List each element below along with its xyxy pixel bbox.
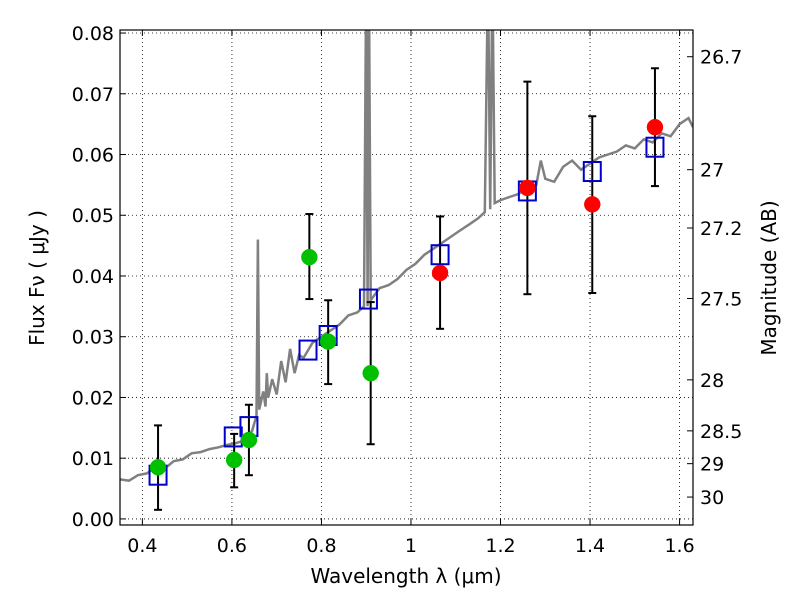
- x-tick-label: 0.6: [217, 535, 247, 557]
- magnitude-tick-label: 30: [700, 487, 724, 509]
- magnitude-tick-label: 29: [700, 454, 724, 476]
- green-data-point: [225, 451, 243, 469]
- green-data-point: [240, 431, 258, 449]
- magnitude-tick-label: 28: [700, 370, 724, 392]
- x-tick-label: 0.4: [127, 535, 157, 557]
- magnitude-tick-label: 26.7: [700, 47, 742, 69]
- y-tick-label: 0.07: [72, 84, 114, 106]
- y-tick-label: 0.04: [72, 266, 114, 288]
- y-tick-label: 0.01: [72, 448, 114, 470]
- model-spectrum-line: [120, 30, 693, 483]
- model-photometry-square: [430, 244, 450, 266]
- green-data-point: [301, 248, 318, 266]
- markers: [148, 118, 665, 486]
- y-tick-label: 0.06: [72, 145, 114, 167]
- plot-frame: [119, 29, 694, 526]
- red-data-point: [431, 264, 449, 282]
- magnitude-axis-ticks: 26.7 27 27.2 27.5 28 28.5 29 30: [687, 47, 742, 509]
- model-photometry-square: [582, 161, 602, 183]
- x-tick-label: 1.2: [485, 535, 515, 557]
- x-axis-label: Wavelength λ (μm): [310, 564, 501, 588]
- magnitude-tick-label: 27: [700, 160, 724, 182]
- model-photometry-square: [298, 339, 318, 361]
- red-data-point: [519, 179, 536, 197]
- grid: [120, 30, 693, 525]
- model-photometry-square: [645, 136, 665, 158]
- magnitude-axis-label: Magnitude (AB): [757, 200, 781, 355]
- magnitude-tick-label: 28.5: [700, 421, 742, 443]
- green-data-point: [319, 333, 337, 350]
- x-tick-label: 0.8: [306, 535, 336, 557]
- green-data-point: [362, 364, 379, 382]
- y-tick-label: 0.00: [72, 509, 114, 531]
- error-bars: [154, 67, 659, 511]
- x-axis-ticks: 0.4 0.6 0.8 1 1.2 1.4 1.6: [127, 30, 695, 557]
- red-data-point: [584, 196, 601, 213]
- plot-area: [120, 30, 693, 511]
- y-axis-ticks: 0.00 0.01 0.02 0.03 0.04 0.05 0.06 0.07 0.08: [72, 23, 126, 531]
- x-tick-label: 1: [405, 535, 417, 557]
- y-tick-label: 0.02: [72, 387, 114, 409]
- x-tick-label: 1.6: [664, 535, 694, 557]
- x-tick-label: 1.4: [575, 535, 605, 557]
- y-tick-label: 0.03: [72, 327, 114, 349]
- y-tick-label: 0.05: [72, 205, 114, 227]
- y-tick-label: 0.08: [72, 23, 114, 45]
- model-photometry-square: [358, 288, 378, 310]
- y-axis-label: Flux Fν ( μJy ): [25, 210, 49, 346]
- magnitude-tick-label: 27.2: [700, 218, 742, 240]
- magnitude-tick-label: 27.5: [700, 288, 742, 310]
- red-data-point: [646, 118, 664, 136]
- green-data-point: [149, 459, 167, 476]
